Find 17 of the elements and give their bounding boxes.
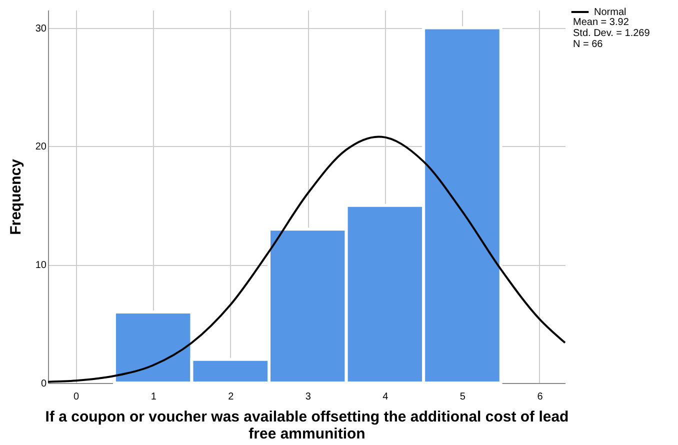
x-tick-label: 6 [537, 392, 544, 402]
x-tick-label: 5 [460, 392, 466, 402]
y-tick-label: 30 [35, 23, 47, 34]
text: Mean = 3.92 [573, 17, 630, 28]
text: Std. Dev. = 1.269 [573, 28, 650, 39]
legend-label: Normal [594, 7, 626, 18]
x-tick-label: 4 [382, 392, 389, 402]
y-tick-label: 20 [35, 142, 47, 153]
y-tick-label: 0 [40, 378, 47, 390]
x-tick-label: 3 [305, 392, 312, 402]
y-axis-title: Frequency [7, 158, 24, 235]
x-tick-label: 0 [74, 392, 80, 402]
x-tick-label: 2 [228, 392, 234, 402]
x-axis-title: If a coupon or voucher was available offsetting the additional cost of lead free ammunition [45, 408, 569, 442]
text: N = 66 [573, 39, 604, 50]
y-tick-label: 10 [35, 260, 47, 272]
x-tick-label: 1 [150, 392, 157, 402]
